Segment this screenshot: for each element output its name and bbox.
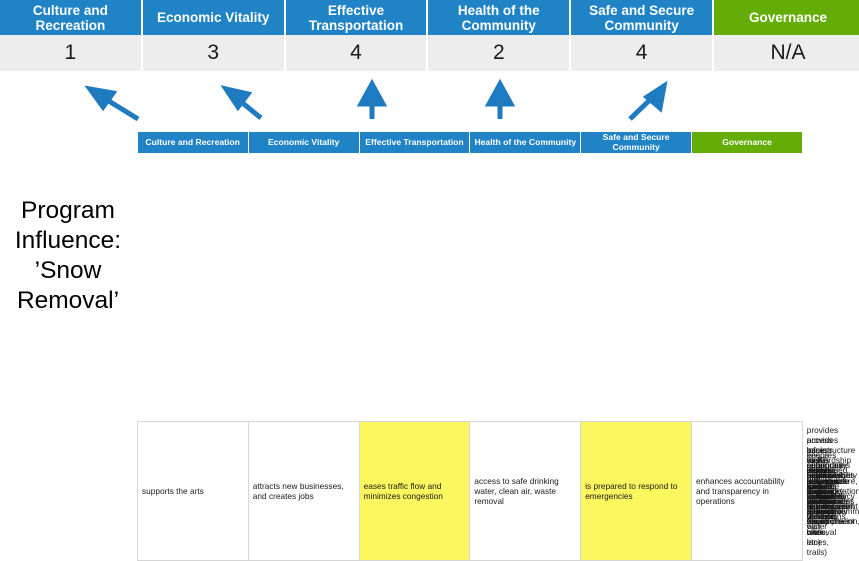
summary-scorecard: Culture and Recreation Economic Vitality… (0, 0, 859, 71)
matrix-cell: is prepared to respond to emergencies (580, 420, 692, 561)
summary-header-effective-transportation: Effective Transportation (285, 0, 429, 35)
matrix-body: supports the arts attracts new businesses… (137, 153, 859, 561)
summary-value-governance: N/A (713, 35, 859, 71)
matrix-cell: supports the arts (137, 420, 249, 561)
up-left-arrow-icon (84, 85, 140, 122)
matrix-row (138, 261, 803, 295)
summary-value-culture-and-recreation: 1 (0, 35, 143, 71)
up-left-arrow-icon (220, 85, 263, 120)
summary-value-safe-and-secure-community: 4 (571, 35, 714, 71)
summary-header-governance: Governance (713, 0, 859, 35)
matrix-header-health-of-the-community: Health of the Community (469, 132, 582, 153)
matrix-header-row: Culture and Recreation Economic Vitality… (137, 132, 803, 153)
summary-header-culture-and-recreation: Culture and Recreation (0, 0, 143, 35)
influence-matrix-table: Culture and Recreation Economic Vitality… (137, 132, 859, 561)
matrix-row (138, 187, 803, 221)
program-influence-line-4: Removal’ (16, 287, 120, 314)
summary-value-row: 1 3 4 2 4 N/A (0, 35, 859, 71)
matrix-header-governance: Governance (691, 132, 803, 153)
matrix-header-culture-and-recreation: Culture and Recreation (137, 132, 249, 153)
up-right-arrow-icon (628, 80, 668, 121)
matrix-row: supports the arts attracts new businesses… (137, 420, 859, 561)
matrix-row (138, 295, 803, 349)
program-influence-line-3: ’Snow (34, 257, 102, 284)
summary-header-safe-and-secure-community: Safe and Secure Community (571, 0, 714, 35)
program-influence-line-2: Influence: (14, 227, 122, 254)
program-influence-label: Program Influence: ’Snow Removal’ (2, 196, 134, 316)
summary-value-economic-vitality: 3 (142, 35, 286, 71)
matrix-cell: access to safe drinking water, clean air… (469, 420, 582, 561)
matrix-row (138, 153, 803, 187)
summary-header-economic-vitality: Economic Vitality (142, 0, 286, 35)
summary-value-effective-transportation: 4 (285, 35, 429, 71)
summary-header-row: Culture and Recreation Economic Vitality… (0, 0, 859, 35)
matrix-row (138, 349, 803, 383)
arrow-group (84, 78, 668, 122)
program-influence-line-1: Program (21, 197, 115, 224)
matrix-cell: attracts new businesses, and creates job… (247, 420, 360, 561)
matrix-row (138, 221, 803, 261)
matrix-header-effective-transportation: Effective Transportation (359, 132, 471, 153)
summary-value-health-of-the-community: 2 (428, 35, 572, 71)
matrix-cell: enhances accountability and transparency… (690, 420, 803, 561)
matrix-header-economic-vitality: Economic Vitality (248, 132, 360, 153)
up-arrow-icon (356, 78, 388, 119)
up-arrow-icon (484, 78, 516, 119)
matrix-row (138, 383, 803, 421)
matrix-header-safe-and-secure-community: Safe and Secure Community (580, 132, 692, 153)
summary-header-health-of-the-community: Health of the Community (428, 0, 572, 35)
matrix-cell: eases traffic flow and minimizes congest… (358, 420, 471, 561)
